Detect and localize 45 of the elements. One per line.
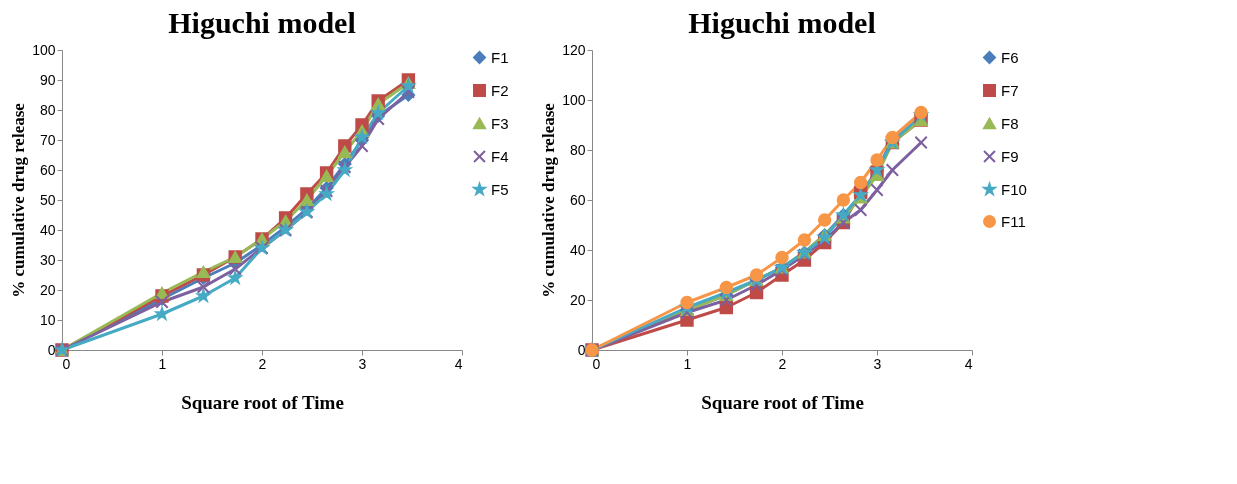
x-tick-label: 3	[873, 355, 882, 372]
legend-label: F1	[491, 48, 509, 66]
x-tick-label: 4	[964, 355, 973, 372]
x-tick-label: 1	[158, 355, 167, 372]
legend-label: F2	[491, 81, 509, 99]
legend-label: F10	[1001, 180, 1027, 198]
chart-title: Higuchi model	[688, 6, 876, 39]
x-tick-label: 3	[358, 355, 367, 372]
x-axis-title: Square root of Time	[181, 391, 344, 413]
x-axis-title: Square root of Time	[701, 391, 864, 413]
y-tick-label: 80	[39, 101, 56, 118]
y-tick-label: 70	[39, 131, 56, 148]
y-tick-label: 0	[47, 341, 56, 358]
y-tick-label: 120	[562, 41, 586, 58]
y-tick-label: 0	[577, 341, 586, 358]
legend-label: F7	[1001, 81, 1019, 99]
x-tick-label: 4	[454, 355, 463, 372]
x-tick-label: 2	[778, 355, 787, 372]
chart-title: Higuchi model	[168, 6, 356, 39]
legend-label: F4	[491, 147, 509, 165]
x-tick-label: 0	[62, 355, 71, 372]
y-axis-title: % cumulative drug release	[539, 102, 559, 298]
y-tick-label: 50	[39, 191, 56, 208]
y-tick-label: 90	[39, 71, 56, 88]
y-tick-label: 60	[39, 161, 56, 178]
legend-label: F11	[1001, 212, 1026, 230]
y-axis-title: % cumulative drug release	[9, 102, 29, 298]
legend-label: F8	[1001, 114, 1019, 132]
y-tick-label: 30	[39, 251, 56, 268]
y-tick-label: 10	[39, 311, 56, 328]
y-tick-label: 100	[562, 91, 586, 108]
legend-label: F6	[1001, 48, 1019, 66]
y-tick-label: 40	[39, 221, 56, 238]
legend-label: F5	[491, 180, 509, 198]
y-tick-label: 100	[32, 41, 56, 58]
x-tick-label: 0	[592, 355, 601, 372]
y-tick-label: 40	[569, 241, 586, 258]
y-tick-label: 20	[39, 281, 56, 298]
x-tick-label: 1	[683, 355, 692, 372]
y-tick-label: 60	[569, 191, 586, 208]
y-tick-label: 80	[569, 141, 586, 158]
x-tick-label: 2	[258, 355, 267, 372]
y-tick-label: 20	[569, 291, 586, 308]
legend-label: F9	[1001, 147, 1019, 165]
legend-label: F3	[491, 114, 509, 132]
